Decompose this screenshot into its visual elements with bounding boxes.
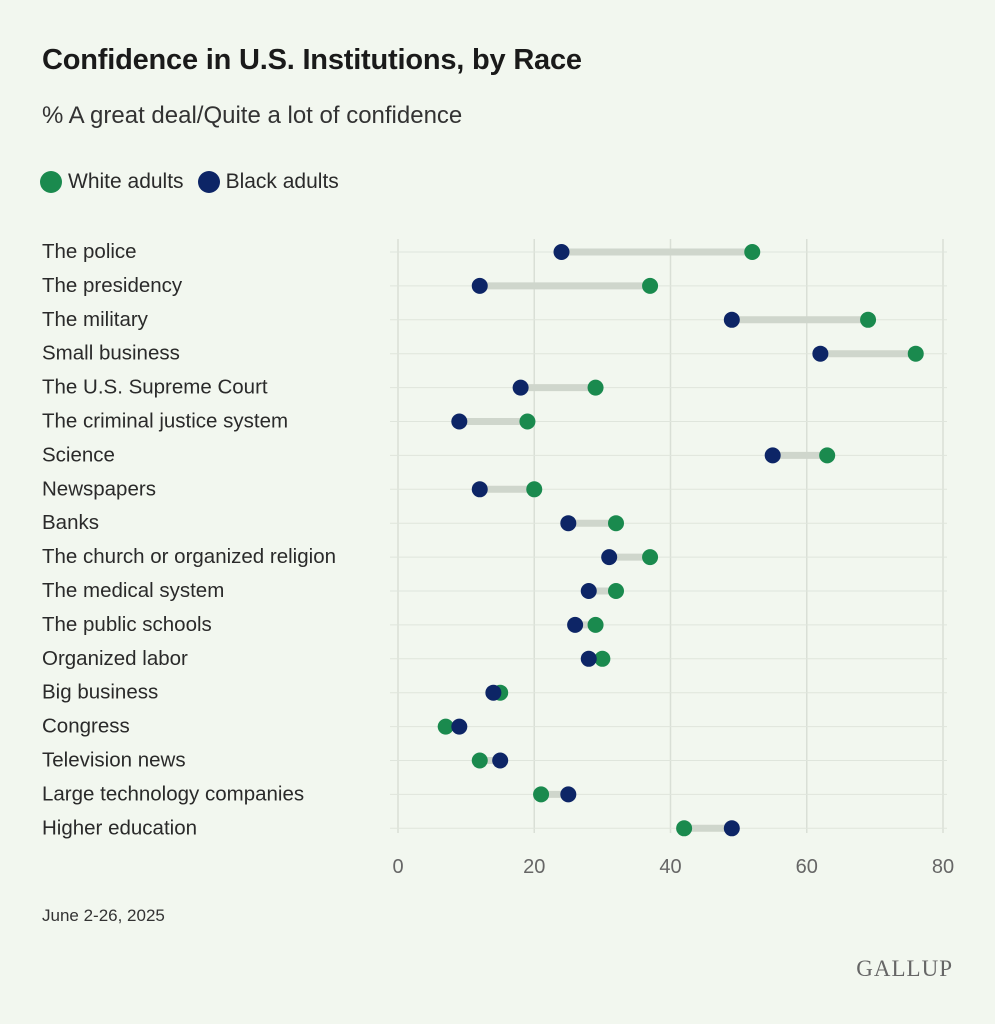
black-adults-point xyxy=(601,549,618,566)
category-label: The police xyxy=(42,240,137,263)
legend-item-white: White adults xyxy=(40,170,184,194)
white-adults-point xyxy=(642,277,659,294)
white-adults-point xyxy=(587,616,604,633)
x-tick-label: 60 xyxy=(796,856,818,878)
x-tick-label: 20 xyxy=(523,856,545,878)
category-label: The presidency xyxy=(42,274,183,297)
white-adults-point xyxy=(594,650,611,667)
category-label: Science xyxy=(42,443,115,466)
black-adults-point xyxy=(723,311,740,328)
white-adults-point xyxy=(744,244,761,260)
category-label: The military xyxy=(42,308,149,331)
white-adults-point xyxy=(533,786,550,803)
black-adults-point xyxy=(580,583,597,599)
category-label: The church or organized religion xyxy=(42,545,336,568)
category-label: Newspapers xyxy=(42,477,156,500)
black-adults-point xyxy=(451,718,468,735)
white-adults-point xyxy=(526,481,543,498)
category-label: Large technology companies xyxy=(42,782,304,805)
white-adults-point xyxy=(642,549,659,566)
white-adults-point xyxy=(519,413,536,430)
black-adults-point xyxy=(723,820,740,837)
category-label: Banks xyxy=(42,511,99,534)
white-adults-point xyxy=(471,752,488,769)
x-tick-label: 40 xyxy=(659,856,681,878)
category-label: Big business xyxy=(42,681,158,704)
x-tick-label: 0 xyxy=(392,856,403,878)
black-adults-point xyxy=(560,515,577,532)
white-adults-point xyxy=(819,447,836,464)
chart-title: Confidence in U.S. Institutions, by Race xyxy=(42,44,582,76)
legend-label-black: Black adults xyxy=(225,170,339,193)
black-adults-point xyxy=(471,481,488,498)
black-adults-point xyxy=(560,786,577,803)
category-label: Organized labor xyxy=(42,647,188,670)
legend: White adults Black adults xyxy=(40,170,347,194)
black-adults-point xyxy=(512,379,529,396)
black-adults-point xyxy=(812,345,829,362)
white-adults-point xyxy=(676,820,693,837)
category-label: Congress xyxy=(42,715,130,738)
white-adults-point xyxy=(907,345,924,362)
white-adults-point xyxy=(608,515,624,532)
legend-label-white: White adults xyxy=(68,170,184,193)
x-tick-label: 80 xyxy=(932,856,954,878)
category-label: The criminal justice system xyxy=(42,410,288,433)
white-adults-point xyxy=(587,379,604,396)
chart-subtitle: % A great deal/Quite a lot of confidence xyxy=(42,102,463,129)
black-adults-point xyxy=(471,277,488,294)
black-adults-point xyxy=(485,684,502,701)
gallup-logo: GALLUP xyxy=(856,956,953,981)
survey-date: June 2-26, 2025 xyxy=(42,906,165,925)
category-label: Small business xyxy=(42,342,180,365)
category-label: The public schools xyxy=(42,613,212,636)
category-label: Higher education xyxy=(42,816,197,839)
dumbbell-chart: The police The presidency The military Smal… xyxy=(42,239,954,878)
category-label: Television news xyxy=(42,749,186,772)
black-adults-point xyxy=(553,244,570,260)
legend-item-black: Black adults xyxy=(197,170,339,194)
black-adults-point xyxy=(580,650,597,667)
legend-swatch-black xyxy=(197,171,220,193)
black-adults-point xyxy=(451,413,468,430)
category-label: The U.S. Supreme Court xyxy=(42,376,268,399)
white-adults-point xyxy=(608,583,624,599)
white-adults-point xyxy=(437,718,454,735)
white-adults-point xyxy=(860,311,877,328)
black-adults-point xyxy=(567,616,584,633)
black-adults-point xyxy=(492,752,509,769)
category-label: The medical system xyxy=(42,579,224,602)
legend-swatch-white xyxy=(40,171,62,193)
black-adults-point xyxy=(764,447,781,464)
